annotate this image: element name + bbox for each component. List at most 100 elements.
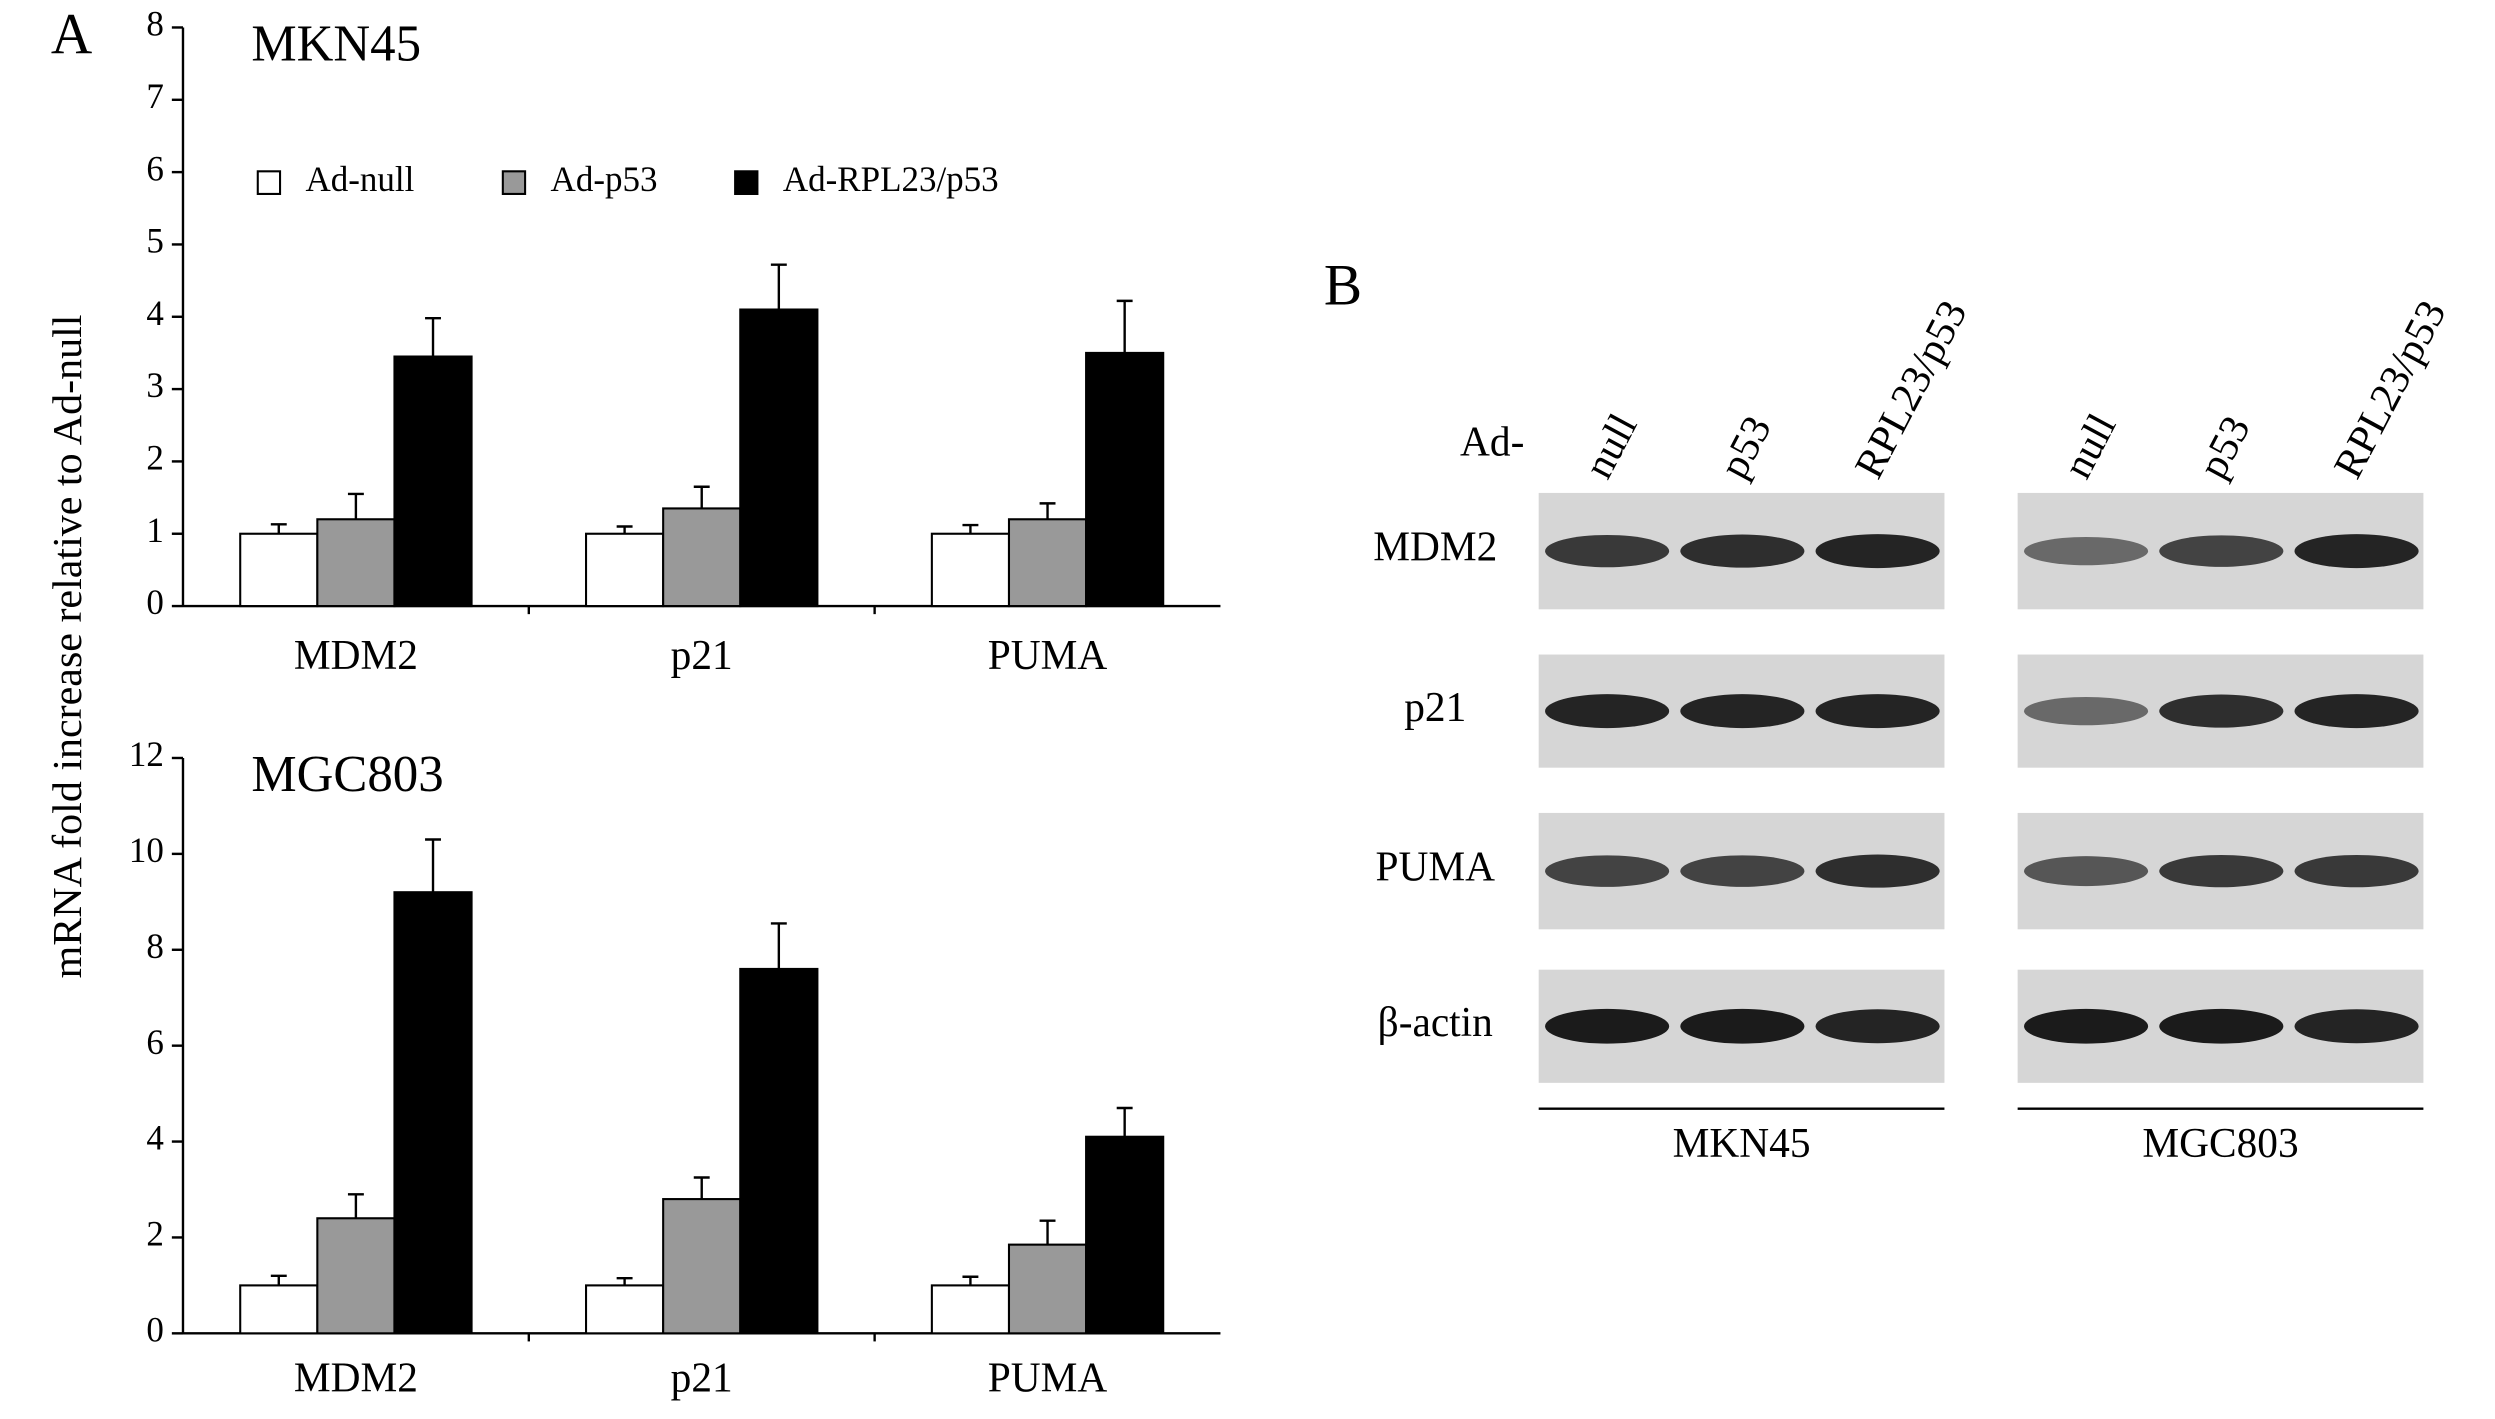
error-bar	[962, 1275, 979, 1286]
blot-band	[2294, 694, 2419, 729]
y-tick-label: 7	[146, 77, 164, 116]
chart-title: MGC803	[251, 746, 443, 803]
blot-band	[1545, 1008, 1670, 1044]
y-tick-label: 4	[146, 294, 164, 333]
error-bar	[962, 523, 979, 534]
blot-band	[2024, 696, 2149, 726]
y-tick-label: 8	[146, 927, 164, 966]
bar	[930, 532, 1011, 608]
bar	[239, 1284, 319, 1335]
legend-swatch	[501, 170, 527, 195]
error-bar	[347, 492, 364, 520]
blot-band	[1815, 1009, 1940, 1044]
bar	[662, 507, 742, 608]
bar	[1085, 351, 1165, 608]
error-bar	[425, 838, 441, 893]
blot-band	[2159, 535, 2284, 567]
protein-label: p21	[1404, 684, 1466, 730]
y-tick-label: 4	[146, 1118, 164, 1157]
bar	[739, 308, 819, 608]
error-bar	[347, 1193, 364, 1219]
blot-band	[1680, 694, 1805, 729]
error-bar	[693, 485, 710, 509]
bar	[930, 1284, 1011, 1335]
bar	[316, 1217, 396, 1335]
blot-band	[2159, 1008, 2284, 1044]
x-tick-label: MDM2	[294, 633, 418, 679]
blot-band	[2024, 1008, 2149, 1044]
bar	[1085, 1135, 1165, 1335]
blot-band	[2159, 694, 2284, 728]
error-bar	[1039, 1219, 1056, 1245]
protein-label: MDM2	[1373, 524, 1497, 570]
error-bar	[770, 922, 787, 969]
y-tick-label: 2	[146, 438, 164, 477]
error-bar	[1116, 299, 1133, 353]
lane-label: null	[1576, 407, 1647, 486]
y-tick-label: 0	[146, 583, 164, 622]
legend-swatch	[734, 170, 759, 195]
y-tick-label: 6	[146, 1023, 164, 1062]
y-tick-label: 2	[146, 1214, 164, 1253]
protein-label: β-actin	[1378, 1000, 1493, 1046]
bar	[393, 355, 473, 608]
error-bar	[270, 523, 287, 534]
x-tick-label: PUMA	[988, 633, 1108, 679]
blot-band	[1545, 855, 1670, 887]
error-bar	[770, 263, 787, 310]
blot-band	[2159, 854, 2284, 888]
panel-label: B	[1324, 254, 1362, 317]
y-tick-label: 12	[129, 735, 164, 774]
bar	[316, 518, 396, 608]
protein-label: PUMA	[1375, 844, 1495, 890]
blot-band	[1680, 1008, 1805, 1044]
bar	[393, 891, 473, 1335]
bar	[739, 967, 819, 1335]
blot-band	[1680, 534, 1805, 568]
blot-band	[1545, 534, 1670, 568]
error-bar	[616, 525, 633, 534]
blot-band	[2294, 534, 2419, 569]
blot-band	[1545, 694, 1670, 729]
cell-line-label: MGC803	[2142, 1121, 2298, 1167]
y-tick-label: 10	[129, 831, 164, 870]
y-tick-label: 6	[146, 149, 164, 188]
legend-label: Ad-null	[306, 160, 415, 199]
bar	[1007, 518, 1088, 608]
bar	[585, 532, 665, 608]
lane-label: RPL23/p53	[1846, 293, 1976, 486]
x-tick-label: MDM2	[294, 1355, 418, 1401]
blot-band	[2024, 856, 2149, 887]
error-bar	[616, 1276, 633, 1286]
chart-title: MKN45	[251, 15, 421, 72]
lane-label: null	[2055, 407, 2126, 486]
x-tick-label: p21	[671, 1355, 733, 1401]
legend-swatch	[256, 170, 282, 195]
panel-label: A	[51, 3, 93, 66]
blot-band	[1680, 855, 1805, 887]
blot-band	[1815, 854, 1940, 888]
lane-prefix: Ad-	[1460, 419, 1524, 465]
bar	[662, 1198, 742, 1335]
legend-label: Ad-p53	[551, 160, 658, 199]
blot-band	[2024, 536, 2149, 566]
lane-label: p53	[1711, 409, 1780, 486]
error-bar	[1039, 502, 1056, 520]
bar	[585, 1284, 665, 1335]
error-bar	[1116, 1106, 1133, 1137]
blot-band	[2294, 854, 2419, 888]
bar	[239, 532, 319, 608]
error-bar	[693, 1176, 710, 1200]
bar	[1007, 1243, 1088, 1335]
blot-band	[1815, 694, 1940, 729]
lane-label: p53	[2190, 409, 2259, 486]
error-bar	[425, 317, 441, 357]
y-axis-label: mRNA fold increase relative to Ad-null	[45, 315, 91, 979]
y-tick-label: 8	[146, 4, 164, 43]
blot-band	[2294, 1009, 2419, 1044]
y-tick-label: 3	[146, 366, 164, 405]
y-tick-label: 1	[146, 511, 164, 550]
blot-band	[1815, 534, 1940, 569]
legend-label: Ad-RPL23/p53	[783, 160, 999, 199]
